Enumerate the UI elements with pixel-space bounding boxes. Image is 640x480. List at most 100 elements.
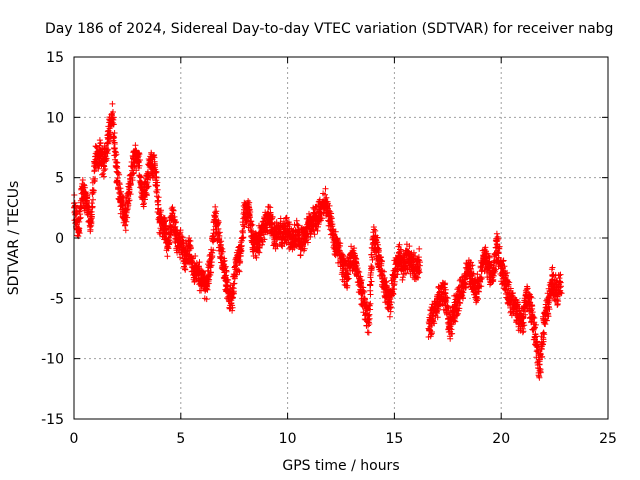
data-point-interp [209, 249, 216, 256]
data-point-interp [158, 207, 164, 214]
data-point-interp [153, 183, 160, 189]
data-point-interp [187, 238, 194, 244]
data-point-interp [142, 191, 149, 198]
data-point-interp [141, 200, 147, 207]
data-point-interp [173, 219, 179, 225]
data-point-interp [89, 204, 96, 211]
data-point-interp [246, 199, 253, 206]
data-point-interp [127, 191, 134, 198]
x-tick-label: 10 [279, 431, 297, 447]
data-point-interp [208, 269, 214, 276]
data-point-interp [177, 227, 184, 234]
data-point-interp [97, 139, 104, 146]
data-point-interp [90, 187, 97, 194]
data-point-interp [240, 234, 247, 241]
data-point-interp [107, 129, 114, 136]
data-point-interp [368, 278, 375, 285]
data-point-interp [367, 287, 374, 294]
data-point-interp [151, 162, 158, 169]
x-tick-label: 20 [492, 431, 510, 447]
data-point-interp [111, 145, 118, 152]
data-point-interp [109, 100, 116, 107]
data-point-interp [204, 286, 211, 293]
data-point-interp [182, 266, 189, 273]
data-point-interp [233, 271, 240, 278]
data-point-interp [88, 211, 95, 218]
data-point-interp [297, 252, 304, 258]
data-point-interp [225, 277, 232, 283]
data-point-interp [172, 223, 179, 230]
x-axis-label: GPS time / hours [282, 458, 399, 474]
data-point-interp [124, 206, 131, 212]
data-point-interp [229, 304, 236, 311]
data-point-interp [87, 228, 94, 235]
data-point-interp [229, 284, 236, 291]
x-tick-label: 5 [176, 431, 185, 447]
data-point-interp [135, 159, 142, 166]
data-point-interp [76, 218, 83, 225]
data-point-interp [136, 157, 143, 163]
data-point-interp [236, 260, 243, 266]
data-point-interp [212, 203, 219, 210]
data-point-interp [138, 174, 144, 180]
chart-title: Day 186 of 2024, Sidereal Day-to-day VTE… [45, 21, 613, 37]
data-point-interp [92, 175, 98, 182]
data-point-interp [493, 230, 500, 237]
data-point-interp [154, 179, 161, 186]
data-point-interp [236, 268, 243, 275]
data-point-interp [129, 177, 136, 184]
data-point-interp [103, 155, 110, 162]
data-point-interp [267, 204, 274, 211]
data-point-interp [213, 208, 220, 215]
data-point-interp [221, 257, 228, 264]
data-point-interp [76, 230, 83, 237]
data-point-interp [93, 143, 100, 150]
data-point-interp [154, 186, 161, 193]
data-point-interp [90, 196, 96, 203]
data-point-interp [110, 109, 116, 115]
data-point-interp [118, 188, 124, 195]
data-point-interp [155, 194, 162, 201]
data-point-interp [79, 177, 86, 183]
data-point-interp [136, 151, 143, 158]
data-series-sdtvar [71, 100, 565, 381]
data-point-interp [166, 239, 173, 246]
data-point-interp [248, 229, 255, 236]
data-point-interp [125, 200, 132, 207]
data-point-interp [259, 241, 265, 248]
data-point-interp [369, 256, 376, 263]
data-point-interp [255, 248, 262, 255]
data-point-interp [178, 233, 185, 240]
data-point-interp [100, 173, 107, 180]
data-point-interp [130, 170, 137, 177]
data-point-interp [122, 227, 129, 234]
data-point-interp [110, 121, 117, 128]
data-point-interp [230, 280, 237, 287]
data-point-interp [235, 267, 242, 274]
y-tick-label: 10 [46, 110, 64, 126]
data-point-interp [249, 221, 256, 228]
data-point-interp [111, 134, 118, 141]
data-point-interp [210, 247, 217, 254]
data-point-interp [77, 214, 84, 221]
data-point-interp [416, 245, 423, 252]
x-tick-label: 15 [385, 431, 403, 447]
data-point-interp [217, 241, 224, 248]
data-point-interp [164, 253, 171, 260]
data-point-interp [203, 296, 210, 303]
data-point-interp [117, 185, 124, 192]
data-point-interp [367, 282, 374, 288]
data-point-interp [215, 219, 222, 226]
grid-lines [74, 57, 608, 419]
data-point-interp [240, 227, 246, 234]
data-point-interp [113, 151, 120, 158]
data-point-interp [102, 166, 109, 172]
data-point-interp [238, 243, 245, 250]
data-point-interp [126, 197, 133, 204]
y-tick-label: -10 [41, 352, 64, 368]
data-point-interp [216, 229, 223, 236]
data-point-interp [386, 313, 393, 320]
data-point-interp [106, 138, 113, 145]
data-point-interp [153, 174, 160, 181]
